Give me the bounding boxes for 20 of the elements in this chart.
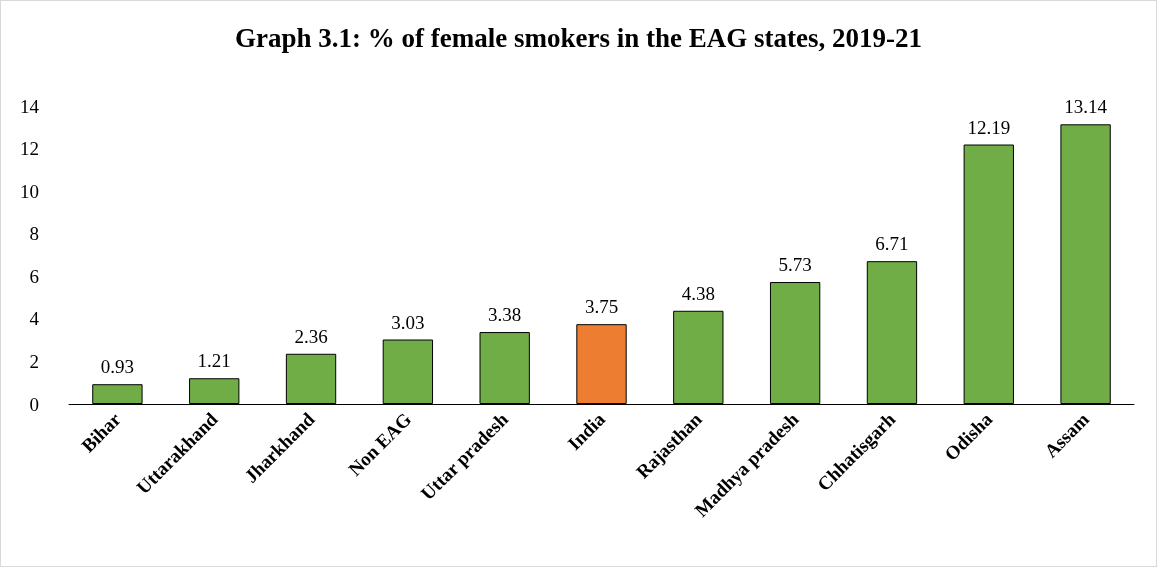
y-tick-label: 6 bbox=[29, 265, 39, 287]
data-label: 2.36 bbox=[294, 325, 328, 347]
data-label: 3.38 bbox=[488, 304, 522, 326]
y-tick-label: 4 bbox=[29, 308, 40, 330]
data-label: 4.38 bbox=[681, 282, 715, 304]
y-tick-label: 14 bbox=[20, 95, 40, 117]
data-label: 13.14 bbox=[1064, 96, 1108, 118]
y-tick-label: 10 bbox=[20, 180, 39, 202]
data-label: 12.19 bbox=[967, 116, 1011, 138]
y-tick-label: 2 bbox=[29, 350, 39, 372]
data-label: 6.71 bbox=[875, 233, 909, 255]
data-label: 0.93 bbox=[100, 356, 135, 378]
data-label: 5.73 bbox=[778, 254, 812, 276]
y-tick-label: 0 bbox=[29, 393, 39, 415]
data-label: 3.03 bbox=[391, 311, 425, 333]
data-label: 3.75 bbox=[584, 296, 619, 318]
data-label: 1.21 bbox=[197, 350, 231, 372]
y-tick-label: 8 bbox=[29, 223, 39, 245]
chart-title: Graph 3.1: % of female smokers in the EAG states, 2019-21 bbox=[235, 22, 922, 53]
y-tick-label: 12 bbox=[20, 138, 39, 160]
